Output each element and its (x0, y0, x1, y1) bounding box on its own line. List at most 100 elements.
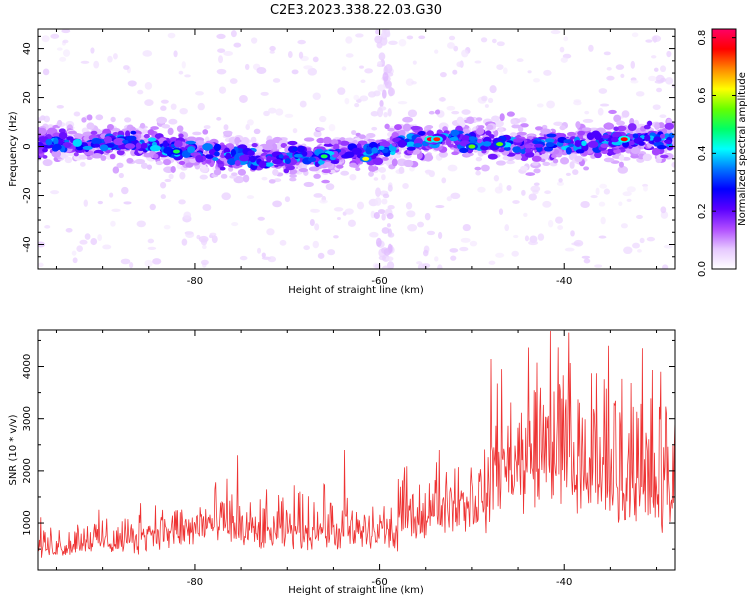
spectrogram-cell (247, 150, 255, 156)
spectrogram-noise-cell (202, 244, 207, 250)
spectrogram-cell (139, 122, 146, 129)
spectrogram-cell (147, 129, 155, 136)
spectrogram-noise-cell (437, 231, 443, 240)
spectrogram-noise-cell (388, 40, 398, 46)
spectrogram-noise-cell (287, 51, 293, 58)
spectrogram-cell (66, 136, 74, 141)
spectrogram-noise-cell (477, 186, 486, 193)
spectrogram-noise-cell (652, 35, 658, 43)
spectrogram-cell (239, 154, 250, 162)
spectrogram-cell (287, 140, 298, 146)
spectrogram-noise-cell (178, 70, 184, 75)
spectrogram-cell (632, 133, 639, 139)
spectrogram-cell (202, 129, 209, 135)
spectrogram-noise-cell (623, 246, 633, 255)
spectrogram-cell (630, 147, 641, 154)
spectrogram-noise-cell (533, 182, 540, 186)
spectrogram-noise-cell (528, 240, 539, 246)
bottom-x-axis-label: Height of straight line (km) (288, 585, 424, 596)
spectrogram-noise-cell (312, 56, 319, 63)
spectrogram-noise-cell (185, 231, 195, 238)
spectrogram-noise-cell (451, 110, 460, 115)
spectrogram-cell (284, 158, 291, 164)
spectrogram-noise-cell (80, 60, 90, 64)
spectrogram-noise-cell (90, 237, 98, 246)
spectrogram-noise-cell (504, 224, 510, 232)
spectrogram-noise-cell (349, 173, 357, 181)
spectrogram-cell (560, 157, 570, 165)
spectrogram-noise-cell (620, 223, 628, 229)
colorbar-tick-label: 0.6 (697, 88, 708, 104)
spectrogram-noise-cell (381, 174, 386, 181)
spectrogram-noise-cell (59, 56, 67, 62)
spectrogram-cell (605, 122, 613, 129)
top-y-axis-label: Frequency (Hz) (8, 111, 19, 187)
spectrogram-cell (644, 134, 651, 142)
spectrogram-noise-cell (62, 39, 69, 44)
spectrogram-cell (617, 165, 629, 174)
spectrogram-noise-cell (660, 206, 667, 214)
spectrogram-hot-cell (433, 137, 441, 142)
spectrogram-noise-cell (216, 116, 222, 121)
spectrogram-noise-cell (550, 29, 561, 35)
spectrogram-cell (135, 142, 142, 150)
spectrogram-noise-cell (79, 239, 88, 245)
spectrogram-cell (178, 133, 184, 138)
spectrogram-noise-cell (266, 228, 275, 236)
spectrogram-cell (230, 149, 236, 157)
spectrogram-cell (388, 146, 397, 152)
spectrogram-cell (531, 162, 539, 166)
spectrogram-noise-cell (303, 245, 310, 251)
spectrogram-cell (51, 150, 62, 158)
spectrogram-cell (510, 119, 517, 125)
spectrogram-cell (438, 151, 448, 158)
spectrogram-noise-cell (341, 66, 347, 71)
spectrogram-cell (474, 166, 482, 171)
colorbar-tick-label: 0.8 (697, 30, 708, 46)
spectrogram-cell (451, 151, 459, 156)
spectrogram-noise-cell (170, 103, 177, 110)
spectrogram-cell (349, 162, 357, 168)
spectrogram-noise-cell (200, 259, 209, 266)
spectrogram-noise-cell (340, 170, 350, 176)
spectrogram-cell (231, 172, 238, 177)
spectrogram-cell (495, 160, 506, 166)
spectrogram-cell (185, 162, 194, 168)
spectrogram-noise-cell (160, 105, 167, 111)
spectrogram-noise-cell (402, 183, 409, 190)
y-tick-label: 1000 (22, 510, 33, 535)
spectrogram-cell (459, 120, 466, 128)
spectrogram-cell (174, 140, 183, 148)
spectrogram-cell (371, 126, 378, 131)
spectrogram-cell (167, 127, 174, 136)
spectrogram-noise-cell (73, 111, 81, 117)
spectrogram-noise-cell (43, 115, 51, 123)
spectrogram-cell (449, 136, 459, 142)
spectrogram-noise-cell (598, 201, 606, 207)
spectrogram-cell (540, 152, 550, 161)
spectrogram-cell (475, 127, 485, 135)
spectrogram-cell (140, 142, 148, 149)
spectrogram-noise-cell (369, 231, 379, 238)
spectrogram-noise-cell (123, 65, 130, 70)
spectrogram-noise-cell (385, 256, 394, 262)
spectrogram-cell (664, 139, 672, 144)
spectrogram-cell (130, 130, 137, 135)
spectrogram-noise-cell (168, 173, 174, 180)
spectrogram-noise-cell (547, 219, 554, 228)
spectrogram-cell (545, 138, 555, 144)
spectrogram-noise-cell (71, 250, 77, 256)
spectrogram-noise-cell (374, 197, 382, 206)
spectrogram-cell (53, 137, 59, 146)
spectrogram-noise-cell (142, 50, 153, 57)
spectrogram-noise-cell (512, 200, 520, 204)
spectrogram-cell (271, 143, 278, 152)
spectrogram-noise-cell (279, 239, 287, 246)
spectrogram-cell (553, 121, 564, 126)
spectrogram-cell (84, 131, 93, 137)
spectrogram-noise-cell (481, 95, 488, 102)
spectrogram-cell (103, 136, 112, 144)
spectrogram-noise-cell (496, 64, 504, 70)
spectrogram-cell (613, 126, 619, 132)
spectrogram-noise-cell (489, 85, 497, 94)
